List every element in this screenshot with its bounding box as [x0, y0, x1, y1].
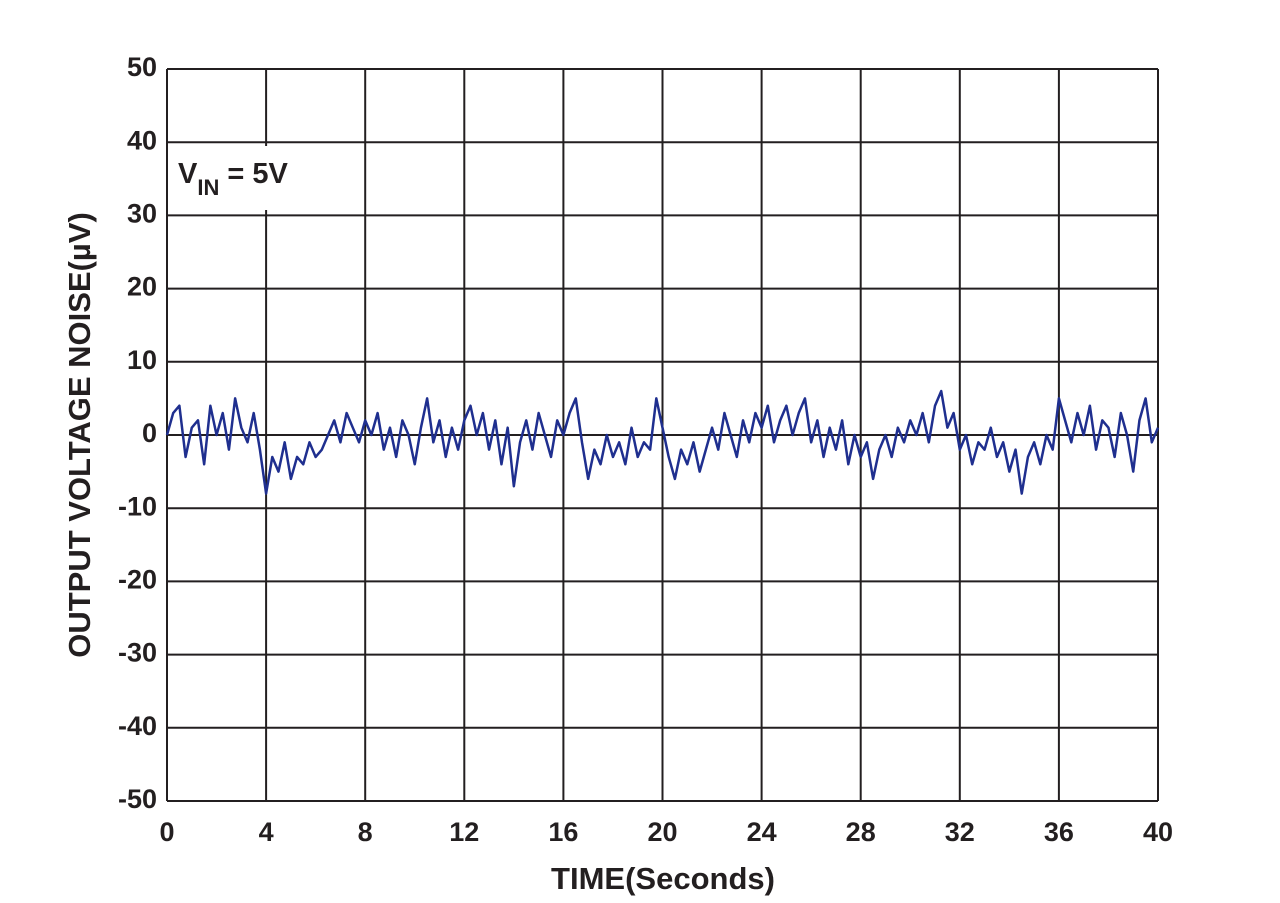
annotation: VIN = 5V	[178, 158, 289, 200]
x-tick-label: 12	[449, 817, 479, 847]
x-tick-label: 0	[159, 817, 174, 847]
x-axis-title: TIME(Seconds)	[551, 861, 775, 896]
y-tick-label: 10	[127, 345, 157, 375]
x-tick-label: 24	[747, 817, 777, 847]
y-tick-label: 40	[127, 125, 157, 155]
data-line	[165, 389, 1160, 495]
annotation-background	[172, 146, 322, 210]
x-tick-label: 8	[358, 817, 373, 847]
x-tick-label: 40	[1143, 817, 1173, 847]
x-tick-label: 36	[1044, 817, 1074, 847]
x-tick-label: 28	[846, 817, 876, 847]
y-tick-label: 20	[127, 272, 157, 302]
y-tick-label: 30	[127, 199, 157, 229]
x-tick-label: 4	[259, 817, 274, 847]
x-tick-label: 20	[647, 817, 677, 847]
y-tick-label: -50	[118, 784, 157, 814]
y-axis-title: OUTPUT VOLTAGE NOISE(µV)	[62, 212, 97, 658]
y-tick-label: -30	[118, 638, 157, 668]
annotation-subscript: IN	[197, 175, 219, 200]
y-tick-label: -10	[118, 491, 157, 521]
x-tick-label: 16	[548, 817, 578, 847]
x-tick-label: 32	[945, 817, 975, 847]
y-tick-label: 50	[127, 52, 157, 82]
y-tick-label: -20	[118, 565, 157, 595]
y-tick-label: -40	[118, 711, 157, 741]
annotation-suffix: = 5V	[219, 158, 288, 190]
annotation-text: V	[178, 158, 198, 190]
y-tick-label: 0	[142, 418, 157, 448]
